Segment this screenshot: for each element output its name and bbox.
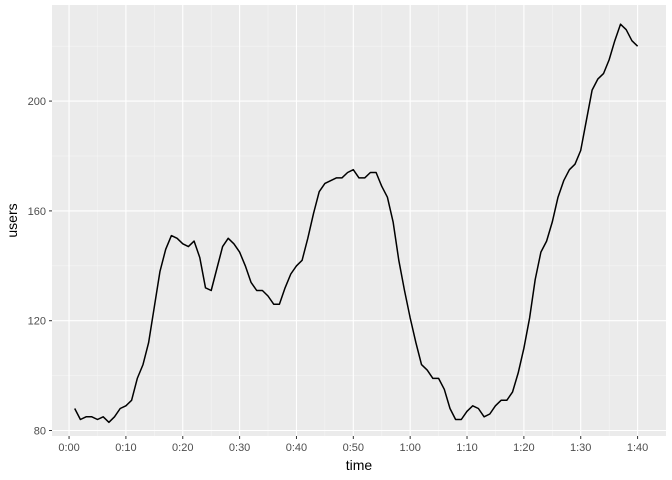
x-tick-label: 0:00	[58, 442, 79, 454]
series-line-users	[74, 23, 639, 424]
y-axis: 80 120 160 200	[28, 96, 52, 438]
y-axis-title: users	[4, 203, 20, 237]
x-axis: 0:00 0:10 0:20 0:30 0:40 0:50 1:00 1:10 1:20 1:30…	[58, 436, 648, 454]
x-tick-label: 0:40	[286, 442, 307, 454]
x-axis-title: time	[346, 457, 373, 473]
grid-major-lines	[52, 5, 666, 436]
x-tick-label: 0:10	[115, 442, 136, 454]
y-tick-label: 80	[34, 426, 46, 438]
x-tick-label: 0:30	[229, 442, 250, 454]
y-tick-label: 200	[28, 96, 46, 108]
y-tick-label: 160	[28, 206, 46, 218]
x-tick-label: 1:30	[570, 442, 591, 454]
x-tick-label: 1:10	[456, 442, 477, 454]
x-tick-label: 1:40	[627, 442, 648, 454]
x-tick-label: 1:00	[399, 442, 420, 454]
grid-minor-lines	[52, 5, 666, 436]
y-tick-label: 120	[28, 316, 46, 328]
x-tick-label: 0:50	[343, 442, 364, 454]
x-tick-label: 1:20	[513, 442, 534, 454]
plot-panel	[52, 5, 666, 436]
x-tick-label: 0:20	[172, 442, 193, 454]
